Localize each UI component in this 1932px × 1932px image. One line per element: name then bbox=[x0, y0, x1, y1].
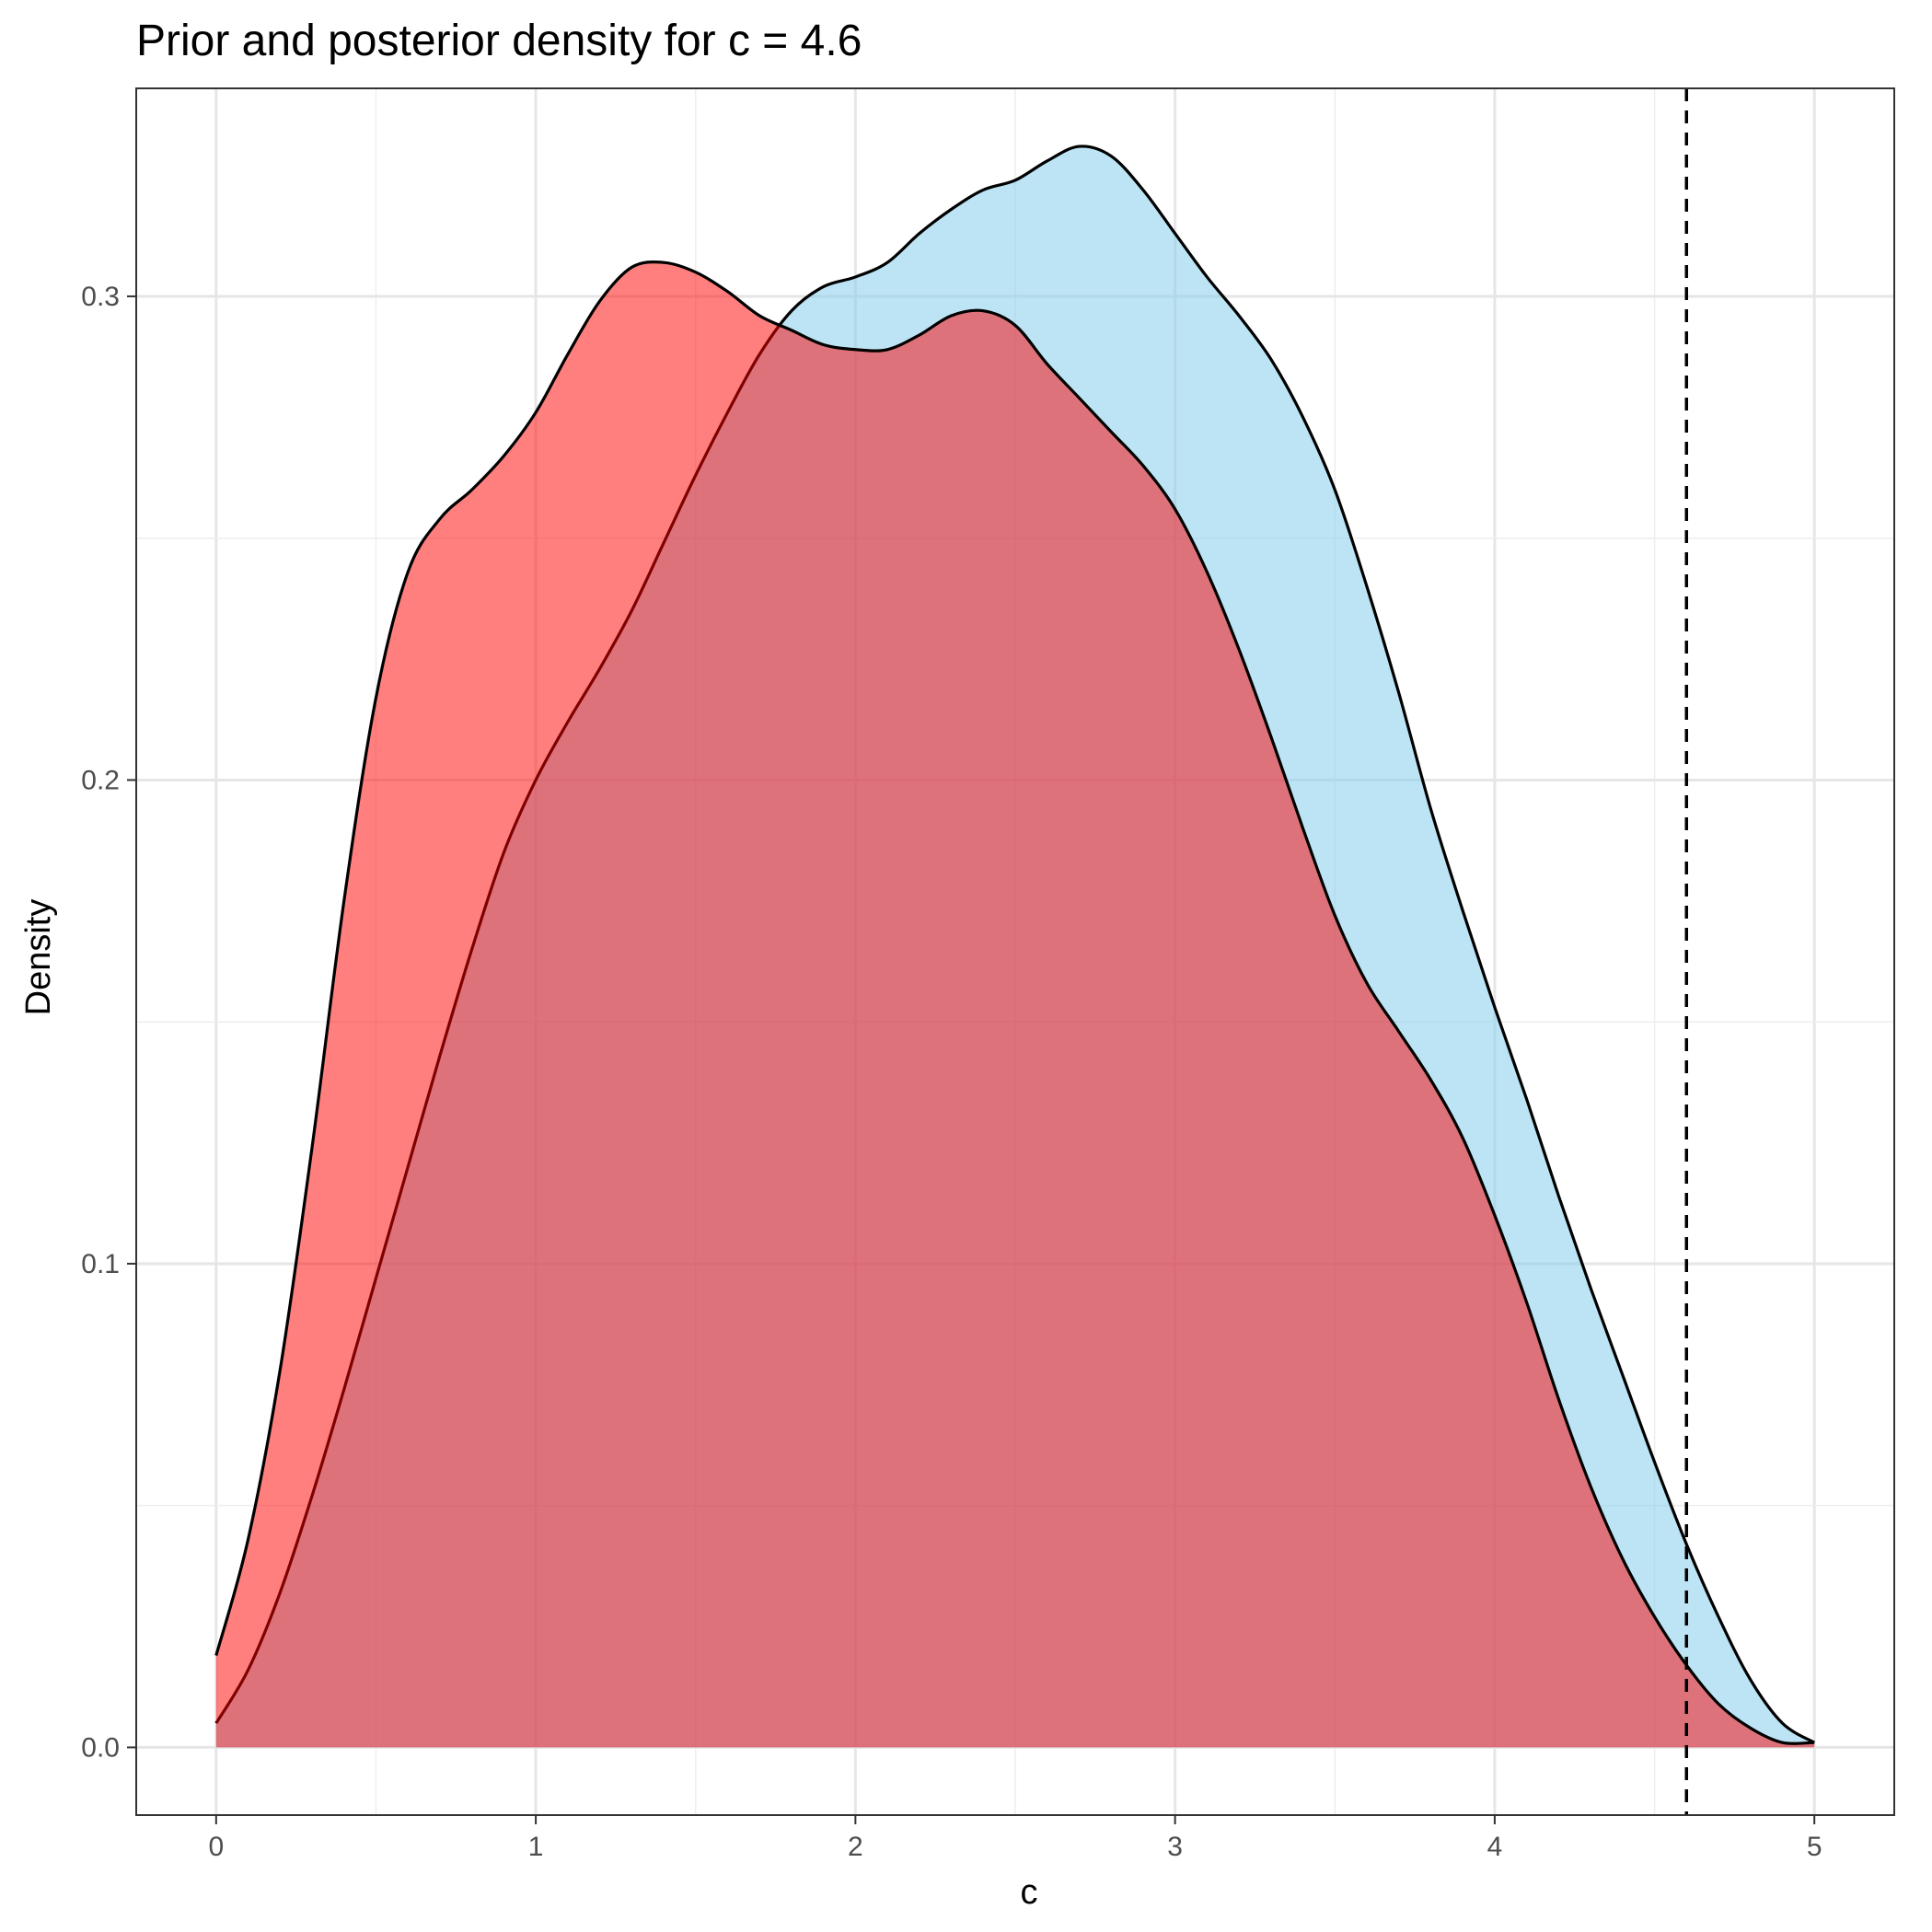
y-tick-label: 0.3 bbox=[81, 282, 120, 312]
x-axis-label: c bbox=[1021, 1873, 1038, 1912]
y-axis: 0.0 0.1 0.2 0.3 bbox=[81, 282, 136, 1763]
density-line-2 bbox=[214, 260, 1815, 1745]
x-tick-label: 2 bbox=[848, 1832, 863, 1862]
x-tick-label: 3 bbox=[1167, 1832, 1183, 1862]
x-tick-label: 0 bbox=[208, 1832, 224, 1862]
x-tick-label: 5 bbox=[1807, 1832, 1822, 1862]
panel-border bbox=[135, 87, 1895, 1816]
x-axis: 0 1 2 3 4 5 bbox=[208, 1815, 1822, 1862]
y-axis-label: Density bbox=[19, 899, 58, 1016]
density-area-2 bbox=[215, 261, 1815, 1748]
chart-title: Prior and posterior density for c = 4.6 bbox=[136, 17, 862, 65]
x-tick-label: 1 bbox=[528, 1832, 544, 1862]
density-areas bbox=[214, 145, 1816, 1748]
x-tick-label: 4 bbox=[1487, 1832, 1503, 1862]
y-tick-label: 0.1 bbox=[81, 1249, 120, 1279]
y-tick-label: 0.0 bbox=[81, 1732, 120, 1763]
y-tick-label: 0.2 bbox=[81, 765, 120, 795]
